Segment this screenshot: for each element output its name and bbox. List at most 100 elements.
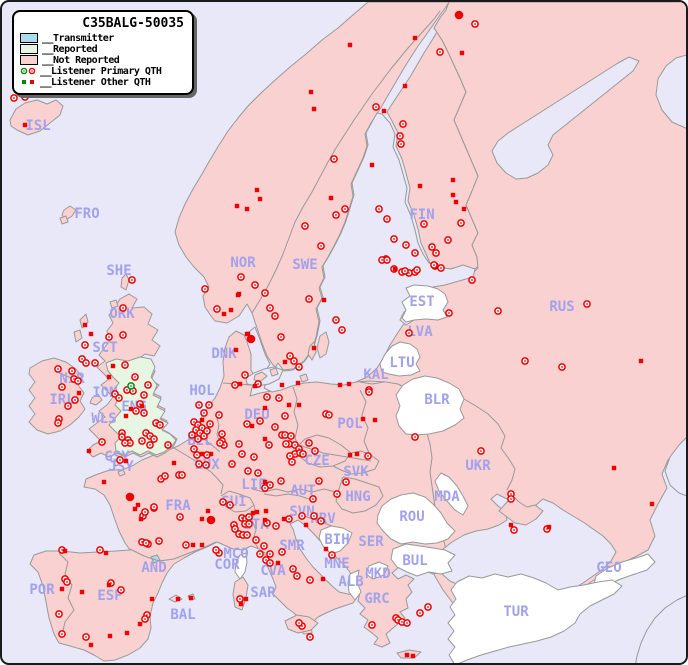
- listener-primary-marker: [216, 439, 224, 447]
- legend-swatch-reported: [20, 44, 38, 54]
- listener-primary-marker: [131, 373, 139, 381]
- listener-primary-marker: [260, 542, 268, 550]
- listener-primary-marker: [305, 439, 313, 447]
- legend-label: __Listener Primary QTH: [40, 65, 162, 77]
- listener-primary-marker: [96, 546, 104, 554]
- listener-primary-marker: [399, 120, 407, 128]
- region-orkney: [109, 299, 119, 309]
- region-isle_of_man: [89, 393, 103, 406]
- listener-primary-marker: [58, 383, 66, 391]
- region-estonia: [401, 284, 449, 323]
- listener-other-marker: [262, 517, 268, 523]
- listener-primary-marker: [245, 520, 253, 528]
- listener-primary-marker: [420, 220, 428, 228]
- listener-other-marker: [392, 266, 398, 272]
- listener-other-marker: [82, 322, 88, 328]
- listener-other-marker: [281, 516, 287, 522]
- listener-other-marker: [249, 423, 255, 429]
- border-line-2: [204, 439, 221, 453]
- listener-other-marker: [295, 380, 301, 386]
- listener-primary-marker: [194, 435, 202, 443]
- listener-other-marker: [611, 465, 617, 471]
- listener-primary-marker: [178, 471, 186, 479]
- listener-primary-marker: [411, 249, 419, 257]
- listener-other-marker: [649, 501, 655, 507]
- listener-primary-marker: [368, 621, 376, 629]
- listener-other-marker: [346, 381, 352, 387]
- listener-primary-marker: [266, 559, 274, 567]
- listener-primary-marker: [231, 381, 239, 389]
- region-georgia: [593, 553, 656, 587]
- listener-other-marker: [275, 560, 281, 566]
- country-label-bal: BAL: [170, 607, 195, 623]
- listener-primary-marker: [82, 359, 90, 367]
- country-label-bih: BIH: [324, 532, 349, 548]
- region-bornholm: [299, 373, 309, 383]
- listener-primary-marker: [243, 531, 251, 539]
- listener-primary-marker: [306, 633, 314, 641]
- listener-other-marker: [257, 196, 263, 202]
- listener-primary-marker: [401, 267, 409, 275]
- listener-primary-marker: [190, 445, 198, 453]
- listener-primary-marker: [301, 222, 309, 230]
- country-label-ukr: UKR: [465, 458, 491, 474]
- border-line-9: [263, 493, 313, 501]
- listener-other-marker: [303, 522, 309, 528]
- region-bulgaria: [390, 543, 456, 577]
- listener-primary-marker: [68, 367, 76, 375]
- country-label-cor: COR: [214, 557, 240, 573]
- country-label-lie: LIE: [241, 477, 266, 493]
- listener-primary-marker: [325, 411, 333, 419]
- listener-other-marker: [234, 203, 240, 209]
- listener-other-marker: [546, 524, 552, 530]
- listener-primary-marker: [206, 420, 214, 428]
- listener-primary-marker: [305, 295, 313, 303]
- listener-primary-marker: [405, 329, 413, 337]
- listener-other-marker: [199, 516, 205, 522]
- listener-primary-marker: [243, 420, 251, 428]
- region-hebrides2: [73, 329, 83, 343]
- listener-primary-marker: [105, 333, 113, 341]
- country-labels: ISLFROSHEORKSCTNIRIRLIOMENGWLSGSYJSYNORS…: [25, 118, 621, 623]
- listener-primary-marker: [445, 309, 453, 317]
- listener-primary-marker: [432, 249, 440, 257]
- listener-other-marker: [235, 292, 241, 298]
- listener-primary-marker: [91, 359, 99, 367]
- listener-primary-marker: [383, 256, 391, 264]
- primary-qth-icon: [20, 67, 36, 75]
- listener-primary-marker: [140, 409, 148, 417]
- listener-primary-marker: [286, 352, 294, 360]
- region-macedonia: [365, 561, 389, 580]
- listener-primary-marker: [64, 402, 72, 410]
- border-line-6: [220, 490, 255, 513]
- country-label-cze: CZE: [304, 453, 329, 469]
- listener-primary-marker: [98, 438, 106, 446]
- listener-other-marker: [347, 452, 353, 458]
- legend-rows: __Transmitter __Reported __Not Reported __L…: [20, 33, 186, 88]
- listener-primary-marker: [306, 576, 314, 584]
- border-lines: [58, 10, 516, 636]
- listener-primary-marker: [128, 276, 136, 284]
- listener-primary-marker: [289, 565, 297, 573]
- listener-primary-marker: [288, 458, 296, 466]
- legend-label: __Listener Other QTH: [40, 76, 151, 88]
- listener-primary-marker: [74, 377, 82, 385]
- listener-primary-marker: [383, 215, 391, 223]
- listener-primary-marker: [238, 450, 246, 458]
- listener-primary-marker: [54, 419, 62, 427]
- legend-row-3: __Listener Primary QTH: [20, 65, 186, 77]
- listener-other-marker: [106, 374, 112, 380]
- listener-other-marker: [199, 451, 205, 457]
- listener-primary-marker: [290, 357, 298, 365]
- country-label-dnk: DNK: [211, 346, 237, 362]
- listener-primary-marker: [228, 460, 236, 468]
- listener-primary-marker: [144, 381, 152, 389]
- listener-primary-marker: [471, 20, 479, 28]
- sea-bottomright_sea: [635, 595, 686, 663]
- listener-primary-marker: [390, 235, 398, 243]
- listener-primary-marker: [81, 341, 89, 349]
- listener-primary-marker: [200, 409, 208, 417]
- listener-primary-marker: [215, 411, 223, 419]
- listener-other-marker: [62, 548, 68, 554]
- country-label-mco: MCO: [223, 546, 248, 562]
